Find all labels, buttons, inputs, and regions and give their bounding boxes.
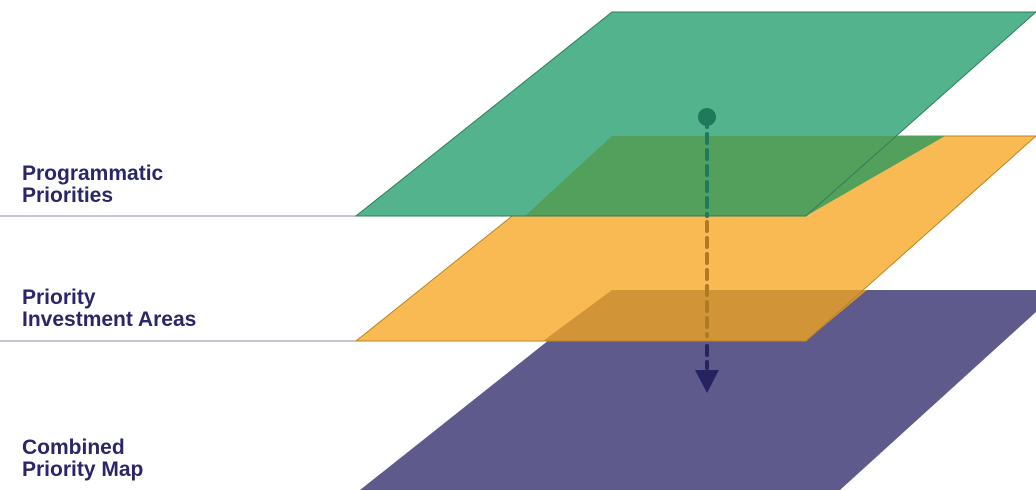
layer-plane-combined-priority-map: [360, 290, 1036, 490]
label-priority-investment-areas: Priority Investment Areas: [22, 287, 196, 331]
dot-icon: [698, 108, 716, 126]
label-combined-priority-map: Combined Priority Map: [22, 437, 143, 481]
overlap-region-middle-bottom: [543, 290, 867, 341]
label-line: Investment Areas: [22, 308, 197, 331]
layer-plane-priority-investment-areas: [356, 136, 1036, 341]
label-line: Priority: [22, 286, 96, 309]
label-line: Programmatic: [22, 162, 164, 185]
layer-plane-programmatic-priorities: [356, 12, 1036, 216]
arrowhead-down-icon: [695, 370, 719, 393]
label-programmatic-priorities: Programmatic Priorities: [22, 163, 163, 207]
label-line: Priorities: [22, 184, 114, 207]
layer-edge-top: [354, 11, 1036, 217]
overlap-region-top-middle: [525, 136, 945, 216]
label-line: Priority Map: [22, 458, 144, 481]
label-line: Combined: [22, 436, 125, 459]
